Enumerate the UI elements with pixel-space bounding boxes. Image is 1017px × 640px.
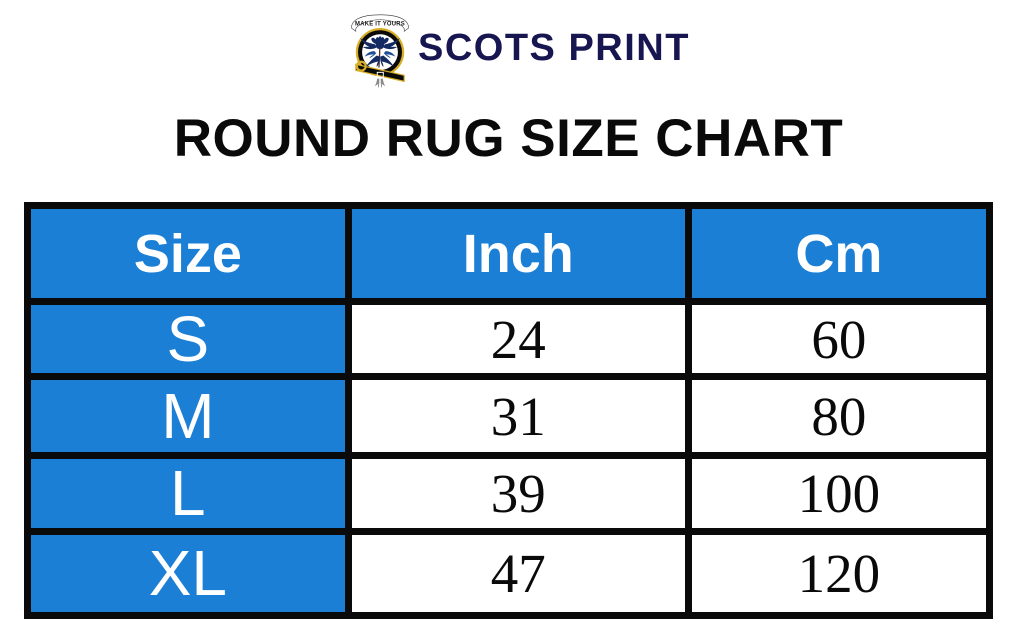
svg-text:MAKE IT YOURS: MAKE IT YOURS: [355, 21, 405, 27]
